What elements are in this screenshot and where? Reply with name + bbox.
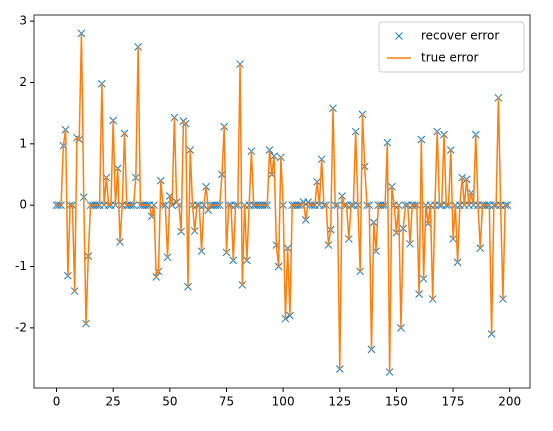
y-tick-label: -2 (15, 320, 27, 334)
y-tick-label: 2 (19, 75, 27, 89)
legend-marker (395, 32, 403, 40)
y-tick-label: -1 (15, 259, 27, 273)
x-tick-label: 200 (498, 395, 521, 409)
legend-label: recover error (421, 29, 499, 43)
x-tick-label: 100 (272, 395, 295, 409)
y-tick-label: 0 (19, 198, 27, 212)
x-tick-label: 0 (53, 395, 61, 409)
legend-label: true error (421, 51, 479, 65)
line (56, 32, 508, 373)
x-tick-label: 50 (162, 395, 177, 409)
legend-box (378, 21, 525, 73)
x-tick-label: 25 (106, 395, 121, 409)
x-tick-label: 175 (442, 395, 465, 409)
x-tick-label: 75 (219, 395, 234, 409)
y-tick-label: 1 (19, 136, 27, 150)
x-tick-label: 125 (328, 395, 351, 409)
x-tick-label: 150 (385, 395, 408, 409)
y-tick-label: 3 (19, 14, 27, 28)
plot-area (34, 15, 530, 388)
axes-frame (33, 14, 531, 389)
